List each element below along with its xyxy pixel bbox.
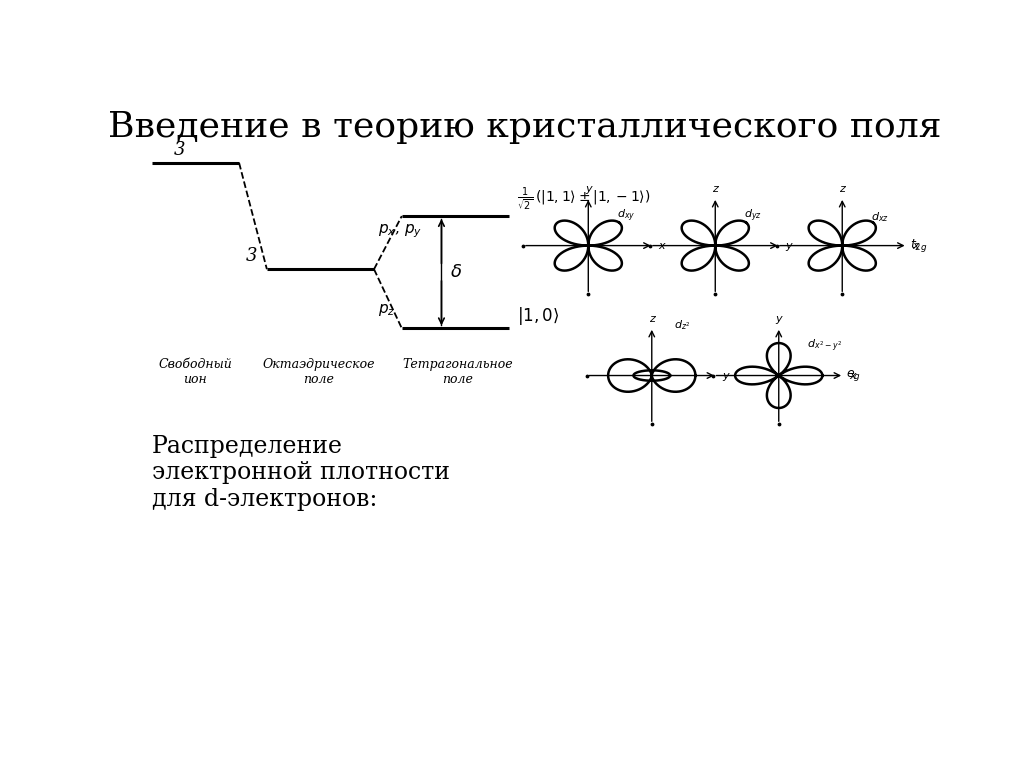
- Text: Тетрагональное
поле: Тетрагональное поле: [402, 357, 513, 386]
- Text: z: z: [713, 184, 718, 194]
- Text: $d_{xy}$: $d_{xy}$: [616, 208, 635, 225]
- Text: δ: δ: [451, 263, 462, 281]
- Text: 3: 3: [174, 141, 185, 159]
- Text: x: x: [849, 370, 855, 380]
- Text: x: x: [912, 241, 919, 251]
- Text: y: y: [775, 314, 782, 324]
- Text: Свободный
ион: Свободный ион: [159, 357, 232, 386]
- Text: $\frac{1}{\sqrt{2}}\,(|1,1\rangle \pm |1,-1\rangle)$: $\frac{1}{\sqrt{2}}\,(|1,1\rangle \pm |1…: [517, 186, 650, 214]
- Text: y: y: [785, 241, 792, 251]
- Text: Октаэдрическое
поле: Октаэдрическое поле: [262, 357, 375, 386]
- Text: 3: 3: [246, 247, 257, 265]
- Text: Распределение
электронной плотности
для d-электронов:: Распределение электронной плотности для …: [152, 435, 450, 511]
- Text: $p_x$, $p_y$: $p_x$, $p_y$: [378, 222, 422, 239]
- Text: z: z: [840, 184, 845, 194]
- Text: y: y: [585, 184, 592, 194]
- Text: x: x: [658, 241, 665, 251]
- Text: $p_z$: $p_z$: [378, 301, 395, 318]
- Text: y: y: [722, 370, 728, 380]
- Text: $d_{x^2-y^2}$: $d_{x^2-y^2}$: [807, 338, 842, 354]
- Text: $d_{yz}$: $d_{yz}$: [743, 208, 762, 225]
- Text: Введение в теорию кристаллического поля: Введение в теорию кристаллического поля: [109, 110, 941, 143]
- Text: $|1,0\rangle$: $|1,0\rangle$: [517, 304, 559, 327]
- Text: $d_{xz}$: $d_{xz}$: [870, 211, 889, 225]
- Text: z: z: [649, 314, 654, 324]
- Text: $d_{z^2}$: $d_{z^2}$: [674, 318, 690, 331]
- Text: $e_g$: $e_g$: [847, 368, 861, 383]
- Text: $t_{2g}$: $t_{2g}$: [910, 237, 928, 254]
